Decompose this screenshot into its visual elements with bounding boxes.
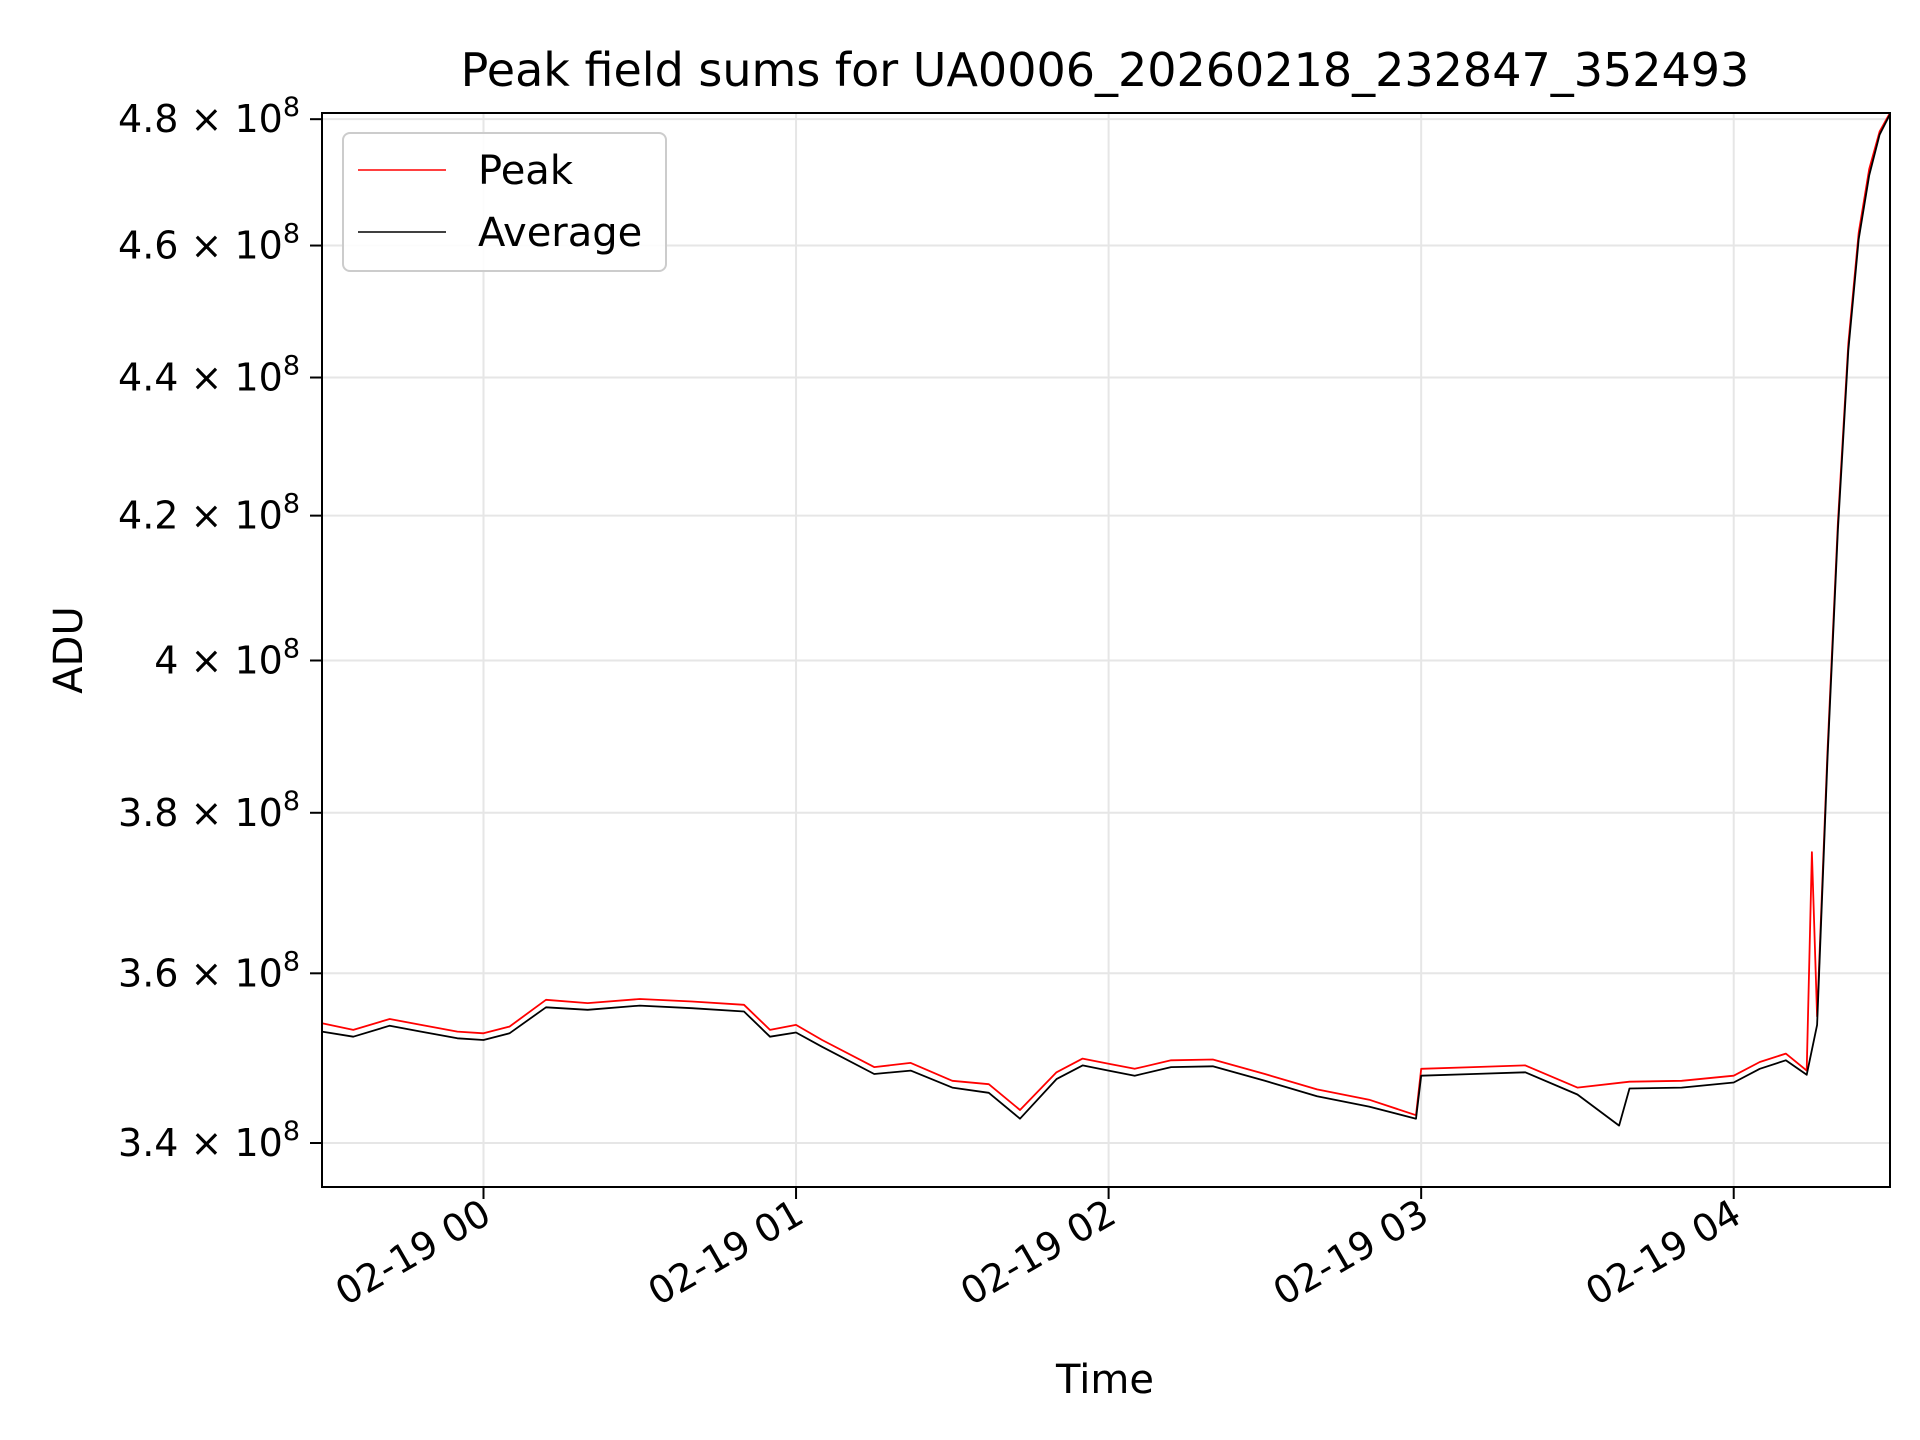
y-tick-exponent: 8 bbox=[283, 92, 300, 123]
y-tick-label: 3.4 × 108 bbox=[118, 1116, 300, 1165]
y-tick-label: 4.4 × 108 bbox=[118, 351, 300, 400]
legend-box bbox=[342, 132, 667, 272]
y-tick-exponent: 8 bbox=[283, 633, 300, 664]
x-axis-label: Time bbox=[1055, 1357, 1154, 1403]
series-line-peak bbox=[321, 112, 1891, 1117]
plot-frame bbox=[321, 112, 1891, 1188]
y-tick-mantissa: 3.8 × 10 bbox=[118, 791, 283, 835]
y-tick-label: 3.6 × 108 bbox=[118, 946, 300, 995]
y-tick-mantissa: 4.8 × 10 bbox=[118, 97, 283, 141]
y-tick-mantissa: 4.2 × 10 bbox=[118, 494, 283, 538]
y-tick-exponent: 8 bbox=[283, 489, 300, 520]
y-tick-exponent: 8 bbox=[283, 946, 300, 977]
y-tick-mantissa: 4.6 × 10 bbox=[118, 224, 283, 268]
y-tick-label: 4.2 × 108 bbox=[118, 489, 300, 538]
y-tick-mantissa: 3.4 × 10 bbox=[118, 1121, 283, 1165]
y-tick-label: 3.8 × 108 bbox=[118, 786, 300, 835]
series-lines bbox=[321, 112, 1891, 1127]
legend-label-average: Average bbox=[478, 210, 642, 256]
legend: Peak Average bbox=[342, 132, 667, 272]
y-tick-mantissa: 4 × 10 bbox=[154, 638, 283, 682]
y-tick-exponent: 8 bbox=[283, 351, 300, 382]
y-tick-label: 4.6 × 108 bbox=[118, 219, 300, 268]
y-tick-exponent: 8 bbox=[283, 1116, 300, 1147]
y-tick-mantissa: 4.4 × 10 bbox=[118, 356, 283, 400]
series-line-average bbox=[321, 113, 1891, 1127]
y-tick-mantissa: 3.6 × 10 bbox=[118, 951, 283, 995]
legend-label-peak: Peak bbox=[478, 148, 574, 194]
y-tick-exponent: 8 bbox=[283, 786, 300, 817]
chart-title: Peak field sums for UA0006_20260218_2328… bbox=[461, 43, 1750, 97]
y-tick-label: 4 × 108 bbox=[154, 633, 300, 682]
y-tick-label: 4.8 × 108 bbox=[118, 92, 300, 141]
y-axis-label: ADU bbox=[46, 606, 92, 693]
y-tick-exponent: 8 bbox=[283, 219, 300, 250]
